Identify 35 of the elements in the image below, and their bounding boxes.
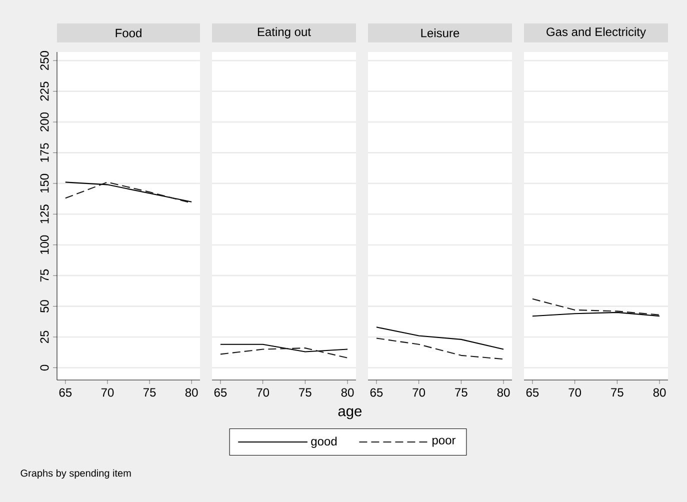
text: poor [432,438,456,447]
x-tick-label: 75 [299,388,312,397]
x-tick-label: 80 [185,388,198,397]
x-tick-label: 65 [214,388,227,397]
x-tick-label: 70 [568,388,582,397]
x-axis-title: age [338,408,362,420]
y-tick-label: 100 [40,235,49,254]
y-tick-label: 200 [40,112,49,132]
y-tick-label: 250 [40,51,49,70]
text: Graphs by spending item [20,469,131,479]
y-tick-label: 75 [40,269,49,282]
chart-title: Leisure [421,28,460,38]
y-tick-label: 50 [40,300,49,312]
text: good [311,436,337,448]
x-tick-label: 65 [59,388,72,397]
x-tick-label: 65 [526,388,539,397]
y-tick-label: 150 [40,174,49,193]
x-tick-label: 70 [101,388,114,397]
y-tick-label: 125 [40,204,49,224]
y-tick-label: 225 [40,82,49,101]
chart-title: Food [116,28,142,38]
x-tick-label: 75 [611,388,624,397]
x-tick-label: 75 [143,388,156,397]
x-tick-label: 75 [455,388,468,397]
y-tick-label: 175 [40,143,49,162]
y-tick-label: 0 [40,364,49,371]
x-tick-label: 80 [497,388,510,397]
chart-title: Gas and Electricity [546,27,646,38]
x-tick-label: 70 [412,388,426,397]
x-tick-label: 80 [341,388,354,397]
chart-title: Eating out [258,27,311,38]
x-tick-label: 70 [256,388,270,397]
x-tick-label: 65 [370,388,383,397]
x-tick-label: 80 [653,388,666,397]
y-tick-label: 25 [40,330,49,344]
